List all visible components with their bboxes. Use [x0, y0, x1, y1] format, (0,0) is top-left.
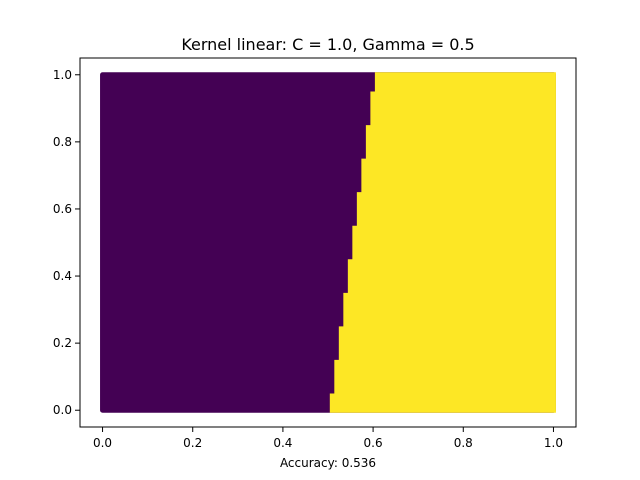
- x-tick-label: 0.8: [454, 436, 473, 450]
- plot-area: [100, 72, 556, 413]
- x-tick-label: 1.0: [544, 436, 563, 450]
- y-tick-label: 0.4: [53, 269, 72, 283]
- y-tick-label: 0.8: [53, 135, 72, 149]
- chart-title: Kernel linear: C = 1.0, Gamma = 0.5: [181, 35, 474, 54]
- y-tick-label: 0.6: [53, 202, 72, 216]
- axes-frame: [79, 57, 577, 428]
- x-tick-label: 0.2: [183, 436, 202, 450]
- y-tick-label: 0.2: [53, 336, 72, 350]
- class-1-region: [329, 72, 556, 413]
- x-axis-label: Accuracy: 0.536: [280, 456, 376, 470]
- x-tick-label: 0.4: [273, 436, 292, 450]
- x-tick-label: 0.0: [93, 436, 112, 450]
- y-tick-label: 1.0: [53, 68, 72, 82]
- y-axis: 0.0 0.2 0.4 0.6 0.8 1.0: [53, 68, 80, 417]
- x-axis: 0.0 0.2 0.4 0.6 0.8 1.0: [93, 427, 563, 450]
- x-tick-label: 0.6: [364, 436, 383, 450]
- y-tick-label: 0.0: [53, 403, 72, 417]
